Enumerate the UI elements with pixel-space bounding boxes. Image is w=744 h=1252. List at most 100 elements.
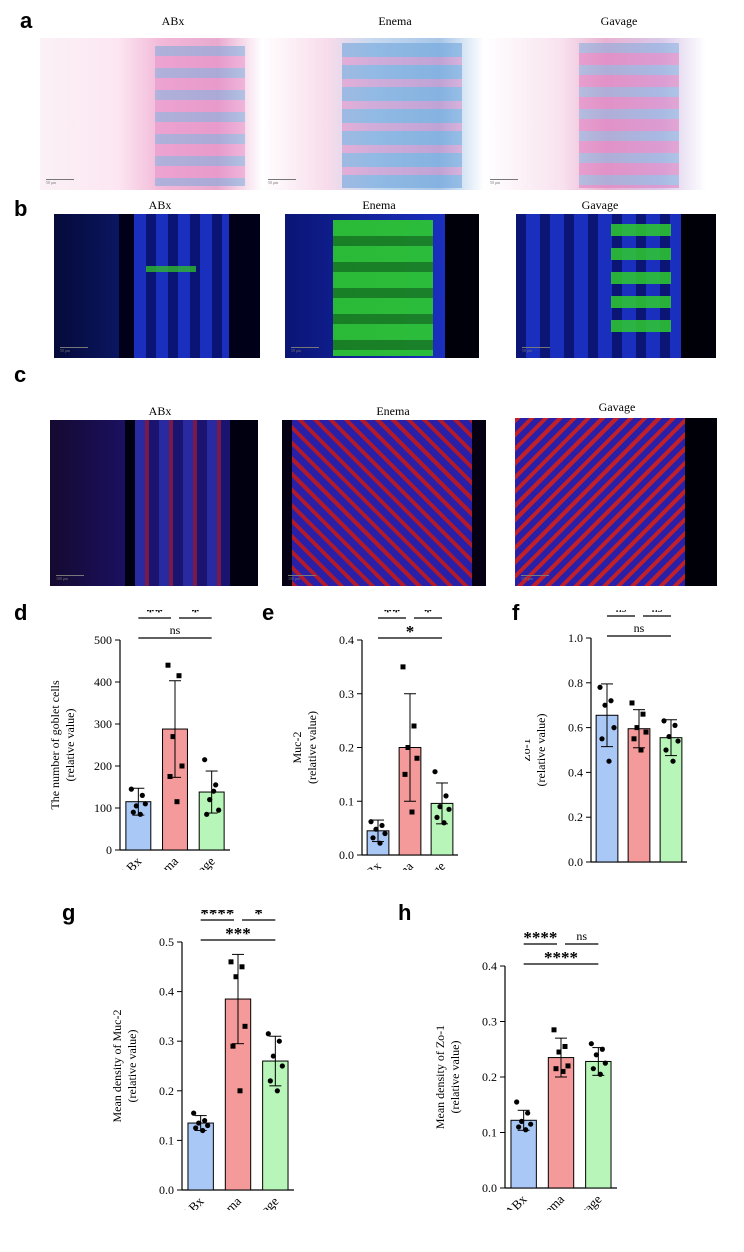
significance-label: ns [634,621,645,635]
data-point [643,729,649,735]
image-title-b-enema: Enema [362,198,396,212]
data-point [446,806,452,812]
data-point [204,811,210,817]
significance-label: ** [146,610,163,621]
micrograph-b-gavage: 50 μm [516,214,716,358]
data-point [400,664,406,670]
significance-label: * [406,622,415,641]
x-tick-label: Enema [145,853,181,870]
significance-label: ns [576,929,587,943]
bar-enema [162,728,188,851]
y-tick-label: 500 [94,633,112,647]
data-point [593,1052,599,1058]
micrograph-a-gavage: 50 μm [484,38,706,190]
chart-h: 0.0 0.1 0.2 0.3 0.4 Mean density of Zo-1 (rela… [433,928,617,1210]
data-point [608,698,614,704]
image-title-a-abx: ABx [161,14,185,28]
y-axis-label: The number of goblet cells [48,680,62,810]
y-tick-label: 0.3 [482,1015,497,1029]
y-axis-label: (relative value) [125,1030,139,1103]
y-tick-label: 100 [94,801,112,815]
micrograph-c-enema: 100 μm [282,420,486,586]
panel-letter-g: g [62,900,76,925]
data-point [443,793,449,799]
data-point [606,758,612,764]
data-point [599,736,605,742]
data-point [602,702,608,708]
panel-letter-h: h [398,900,412,925]
scale-bar: 50 μm [490,179,518,185]
data-point [274,1088,280,1094]
micrograph-a-enema: 50 μm [262,38,484,190]
scale-bar: 50 μm [522,347,550,353]
bar-enema [547,1057,575,1189]
micrograph-a-abx: 50 μm [40,38,262,190]
significance-label: ** [384,610,401,621]
y-tick-label: 200 [94,759,112,773]
data-point [279,1063,285,1069]
y-tick-label: 0.0 [339,848,354,862]
data-point [588,1041,594,1047]
data-point [179,763,185,769]
data-point [611,725,617,731]
scale-bar: 50 μm [46,179,74,185]
chart-d: 0 100 200 300 400 500 The number of goblet cel… [48,610,230,870]
data-point [237,1088,243,1094]
y-tick-label: 0 [106,843,112,857]
data-point [211,788,217,794]
panel-letter-e: e [262,600,275,625]
y-tick-label: 0.2 [482,1070,497,1084]
data-point [640,711,646,717]
scale-bar: 50 μm [268,179,296,185]
y-axis-label: (relative value) [534,714,548,787]
data-point [638,747,644,753]
y-axis-label: (relative value) [305,711,319,784]
y-tick-label: 0.6 [568,721,583,735]
panel-letter-a: a [20,8,33,33]
data-point [560,1068,566,1074]
data-point [675,738,681,744]
micrograph-b-abx: 50 μm [54,214,260,358]
data-point [670,758,676,764]
data-point [556,1049,562,1055]
y-tick-label: 0.4 [159,985,174,999]
data-point [519,1118,525,1124]
bar-gavage [659,737,683,863]
image-title-c-abx: ABx [148,404,172,418]
scale-bar: 100 μm [56,575,84,581]
significance-label: * [254,910,263,923]
x-tick-label: Enema [531,1191,567,1210]
y-tick-label: 0.1 [482,1126,497,1140]
x-tick-label: ABx [116,853,144,870]
y-tick-label: 0.4 [568,765,583,779]
y-tick-label: 0.1 [159,1133,174,1147]
x-tick-label: Enema [609,865,645,870]
data-point [242,1023,248,1029]
data-point [382,830,388,837]
data-point [523,1127,529,1133]
data-point [514,1099,520,1105]
y-tick-label: 0.0 [159,1183,174,1197]
data-point [402,771,408,777]
image-title-c-enema: Enema [376,404,410,418]
significance-label: ns [170,623,181,637]
data-point [202,757,208,763]
data-point [174,799,180,805]
data-point [276,1038,282,1044]
data-point [377,840,383,846]
x-tick-label: Gavage [566,1191,605,1210]
y-tick-label: 0.3 [339,687,354,701]
data-point [409,809,415,815]
y-tick-label: 0.0 [568,855,583,869]
x-tick-label: ABx [179,1193,207,1210]
data-point [368,819,374,825]
chart-g: 0.0 0.1 0.2 0.3 0.4 0.5 Mean density of Muc-2(… [110,910,294,1210]
data-point [142,801,148,807]
data-point [265,1031,271,1037]
scale-bar: 100 μm [521,575,549,581]
data-point [525,1110,531,1116]
data-point [176,673,182,679]
data-point [437,804,443,810]
y-tick-label: 0.8 [568,676,583,690]
y-tick-label: 0.4 [482,959,497,973]
